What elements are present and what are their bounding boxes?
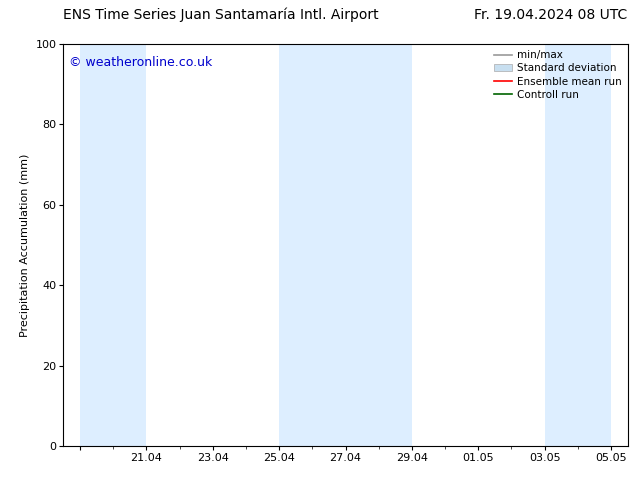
Text: Fr. 19.04.2024 08 UTC: Fr. 19.04.2024 08 UTC bbox=[474, 8, 628, 22]
Bar bbox=[545, 44, 611, 446]
Bar bbox=[478, 44, 545, 446]
Bar bbox=[213, 44, 279, 446]
Legend: min/max, Standard deviation, Ensemble mean run, Controll run: min/max, Standard deviation, Ensemble me… bbox=[489, 46, 626, 104]
Bar bbox=[346, 44, 412, 446]
Y-axis label: Precipitation Accumulation (mm): Precipitation Accumulation (mm) bbox=[20, 153, 30, 337]
Text: © weatheronline.co.uk: © weatheronline.co.uk bbox=[69, 56, 212, 69]
Bar bbox=[80, 44, 146, 446]
Bar bbox=[412, 44, 478, 446]
Text: ENS Time Series Juan Santamaría Intl. Airport: ENS Time Series Juan Santamaría Intl. Ai… bbox=[63, 7, 379, 22]
Bar bbox=[146, 44, 213, 446]
Bar bbox=[279, 44, 346, 446]
